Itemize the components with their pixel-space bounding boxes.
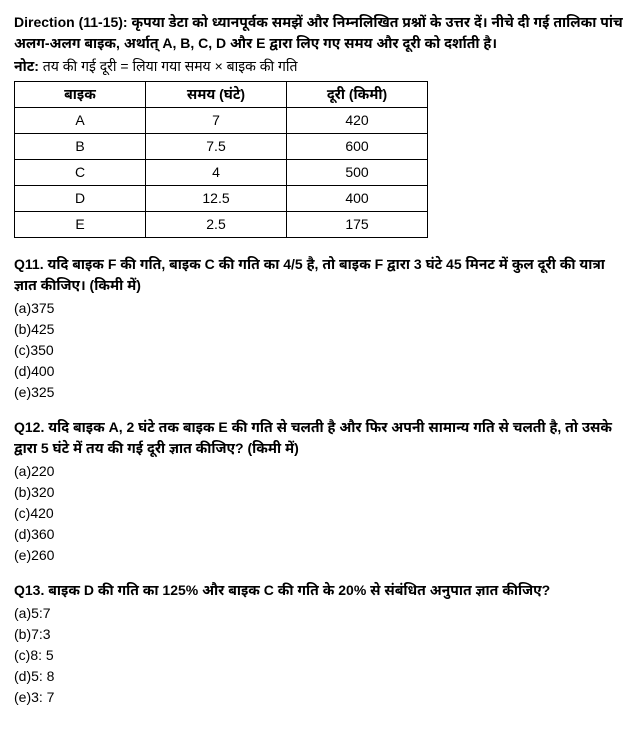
cell-distance: 600 xyxy=(287,134,428,160)
question-block: Q12. यदि बाइक A, 2 घंटे तक बाइक E की गति… xyxy=(14,417,626,566)
option: (c)350 xyxy=(14,340,626,361)
question-text: Q12. यदि बाइक A, 2 घंटे तक बाइक E की गति… xyxy=(14,417,626,459)
cell-distance: 175 xyxy=(287,212,428,238)
option: (e)325 xyxy=(14,382,626,403)
option: (a)5:7 xyxy=(14,603,626,624)
option: (d)360 xyxy=(14,524,626,545)
note-label: नोट: xyxy=(14,58,39,74)
table-row: E 2.5 175 xyxy=(15,212,428,238)
option: (b)320 xyxy=(14,482,626,503)
cell-bike: D xyxy=(15,186,146,212)
option: (e)3: 7 xyxy=(14,687,626,708)
option: (b)7:3 xyxy=(14,624,626,645)
col-header-bike: बाइक xyxy=(15,82,146,108)
cell-time: 2.5 xyxy=(146,212,287,238)
table-row: D 12.5 400 xyxy=(15,186,428,212)
cell-time: 7 xyxy=(146,108,287,134)
cell-time: 7.5 xyxy=(146,134,287,160)
note-block: नोट: तय की गई दूरी = लिया गया समय × बाइक… xyxy=(14,56,626,77)
col-header-time: समय (घंटे) xyxy=(146,82,287,108)
table-row: A 7 420 xyxy=(15,108,428,134)
cell-distance: 420 xyxy=(287,108,428,134)
option: (d)5: 8 xyxy=(14,666,626,687)
question-text: Q13. बाइक D की गति का 125% और बाइक C की … xyxy=(14,580,626,601)
data-table: बाइक समय (घंटे) दूरी (किमी) A 7 420 B 7.… xyxy=(14,81,428,238)
option: (a)375 xyxy=(14,298,626,319)
cell-distance: 500 xyxy=(287,160,428,186)
option: (a)220 xyxy=(14,461,626,482)
option: (e)260 xyxy=(14,545,626,566)
cell-time: 4 xyxy=(146,160,287,186)
question-block: Q11. यदि बाइक F की गति, बाइक C की गति का… xyxy=(14,254,626,403)
col-header-distance: दूरी (किमी) xyxy=(287,82,428,108)
direction-block: Direction (11-15): कृपया डेटा को ध्यानपू… xyxy=(14,12,626,54)
option: (c)420 xyxy=(14,503,626,524)
option: (b)425 xyxy=(14,319,626,340)
cell-distance: 400 xyxy=(287,186,428,212)
table-header-row: बाइक समय (घंटे) दूरी (किमी) xyxy=(15,82,428,108)
option: (d)400 xyxy=(14,361,626,382)
direction-label: Direction (11-15): xyxy=(14,14,128,30)
table-row: B 7.5 600 xyxy=(15,134,428,160)
cell-bike: B xyxy=(15,134,146,160)
cell-time: 12.5 xyxy=(146,186,287,212)
cell-bike: A xyxy=(15,108,146,134)
note-text: तय की गई दूरी = लिया गया समय × बाइक की ग… xyxy=(39,58,298,74)
option: (c)8: 5 xyxy=(14,645,626,666)
cell-bike: C xyxy=(15,160,146,186)
question-block: Q13. बाइक D की गति का 125% और बाइक C की … xyxy=(14,580,626,708)
table-row: C 4 500 xyxy=(15,160,428,186)
question-text: Q11. यदि बाइक F की गति, बाइक C की गति का… xyxy=(14,254,626,296)
cell-bike: E xyxy=(15,212,146,238)
